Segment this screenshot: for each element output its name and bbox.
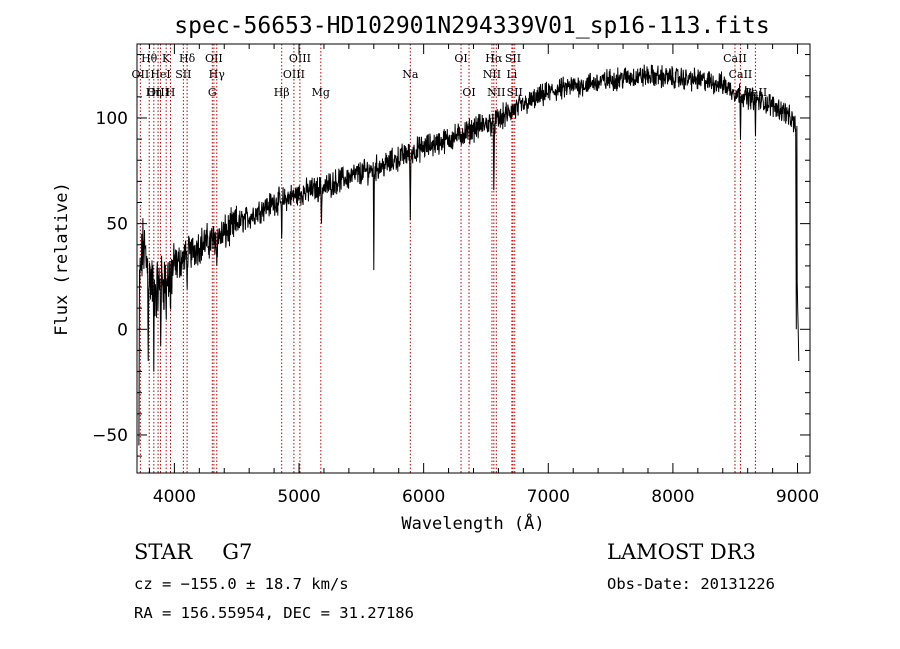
line-label-16: Li xyxy=(506,68,517,81)
spectrum-series xyxy=(138,64,800,446)
axis-ticks: 4000 5000 6000 7000 8000 9000 −50 0 50 100 xyxy=(92,44,819,507)
line-label-6: Hα xyxy=(485,52,503,65)
survey-label: LAMOST DR3 xyxy=(607,540,756,564)
line-label-18: OIII xyxy=(147,86,169,99)
line-label-15: NII xyxy=(483,68,501,81)
line-label-0: Hθ xyxy=(141,52,158,65)
y-tick-label-1: 0 xyxy=(117,320,128,340)
x-tick-label-5: 9000 xyxy=(776,487,819,507)
obs-date-text: Obs-Date: 20131226 xyxy=(607,575,775,593)
line-label-13: OIII xyxy=(283,68,305,81)
x-tick-label-3: 7000 xyxy=(527,487,570,507)
line-label-2: Hδ xyxy=(179,52,196,65)
subclass-value: G7 xyxy=(222,540,253,564)
redshift-text: cz = −155.0 ± 18.7 km/s xyxy=(134,575,349,593)
line-label-20: H xyxy=(166,86,176,99)
line-label-11: SII xyxy=(175,68,191,81)
line-label-21: G xyxy=(208,86,217,99)
chart-title: spec-56653-HD102901N294339V01_sp16-113.f… xyxy=(174,13,769,39)
x-tick-label-1: 5000 xyxy=(277,487,320,507)
plot-frame xyxy=(136,43,811,474)
line-label-17: CaII xyxy=(729,68,753,81)
y-tick-label-3: 100 xyxy=(96,109,128,129)
line-label-12: Hγ xyxy=(209,68,226,81)
line-label-8: CaII xyxy=(723,52,747,65)
line-label-23: Mg xyxy=(312,86,330,99)
line-label-7: SII xyxy=(505,52,521,65)
x-axis-label: Wavelength (Å) xyxy=(401,512,544,534)
line-label-25: NII xyxy=(487,86,505,99)
class-value: STAR xyxy=(134,540,193,564)
line-label-10: HeI xyxy=(150,68,170,81)
x-tick-label-4: 8000 xyxy=(651,487,694,507)
y-tick-label-2: 50 xyxy=(106,215,128,235)
coordinates-text: RA = 156.55954, DEC = 31.27186 xyxy=(134,604,414,622)
object-class: STAR G7 xyxy=(134,540,252,564)
line-label-5: OI xyxy=(454,52,467,65)
line-label-4: OIII xyxy=(289,52,311,65)
y-tick-label-0: −50 xyxy=(92,426,128,446)
line-label-26: SII xyxy=(507,86,523,99)
line-label-9: OII xyxy=(132,68,150,81)
line-label-24: OI xyxy=(462,86,475,99)
line-label-19: Hη xyxy=(146,86,162,99)
x-tick-label-2: 6000 xyxy=(402,487,445,507)
line-label-14: Na xyxy=(402,68,419,81)
spectral-line-markers xyxy=(139,44,756,473)
line-label-1: K xyxy=(162,52,171,65)
line-label-22: Hβ xyxy=(274,86,290,99)
x-tick-label-0: 4000 xyxy=(153,487,196,507)
line-label-3: OII xyxy=(205,52,223,65)
y-axis-label: Flux (relative) xyxy=(52,182,72,336)
